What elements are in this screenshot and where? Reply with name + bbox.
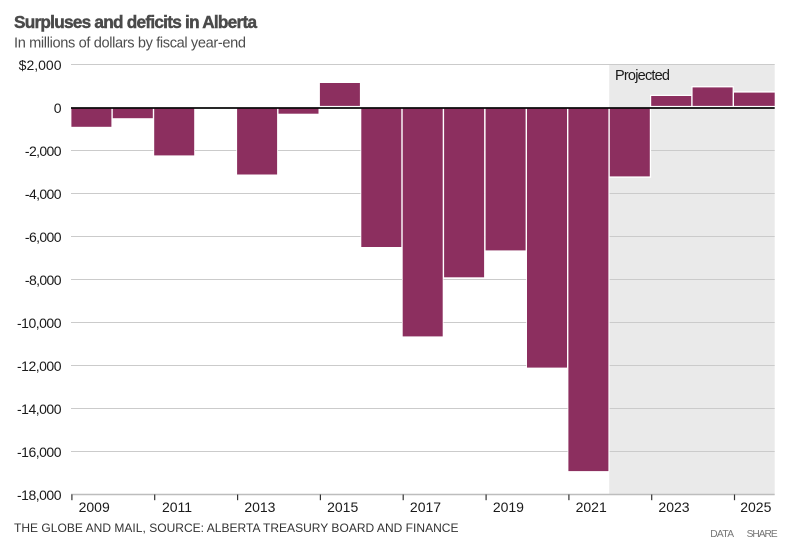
svg-text:Projected: Projected <box>615 68 670 84</box>
svg-text:2009: 2009 <box>79 499 110 515</box>
svg-text:-12,000: -12,000 <box>17 358 62 374</box>
svg-text:-2,000: -2,000 <box>25 143 62 159</box>
svg-text:2011: 2011 <box>162 499 192 515</box>
svg-text:2019: 2019 <box>493 499 524 515</box>
svg-text:SHARE: SHARE <box>747 529 778 540</box>
svg-text:2025: 2025 <box>740 499 771 515</box>
svg-text:-18,000: -18,000 <box>17 487 62 503</box>
svg-text:THE GLOBE AND MAIL, SOURCE: AL: THE GLOBE AND MAIL, SOURCE: ALBERTA TREA… <box>14 521 459 535</box>
svg-text:-14,000: -14,000 <box>17 401 62 417</box>
svg-text:-10,000: -10,000 <box>17 315 62 331</box>
svg-text:2023: 2023 <box>658 499 689 515</box>
svg-text:-8,000: -8,000 <box>25 272 62 288</box>
svg-text:2017: 2017 <box>410 499 441 515</box>
svg-text:DATA: DATA <box>710 529 734 540</box>
svg-text:-16,000: -16,000 <box>17 444 62 460</box>
svg-text:2015: 2015 <box>327 499 358 515</box>
svg-text:2013: 2013 <box>244 499 275 515</box>
svg-text:-4,000: -4,000 <box>25 186 62 202</box>
svg-text:In millions of dollars by fisc: In millions of dollars by fiscal year-en… <box>14 36 246 52</box>
svg-text:-6,000: -6,000 <box>25 229 62 245</box>
svg-text:0: 0 <box>54 100 62 116</box>
svg-text:$2,000: $2,000 <box>19 57 62 73</box>
svg-text:Surpluses and deficits in Albe: Surpluses and deficits in Alberta <box>14 12 257 32</box>
svg-text:2021: 2021 <box>576 499 607 515</box>
